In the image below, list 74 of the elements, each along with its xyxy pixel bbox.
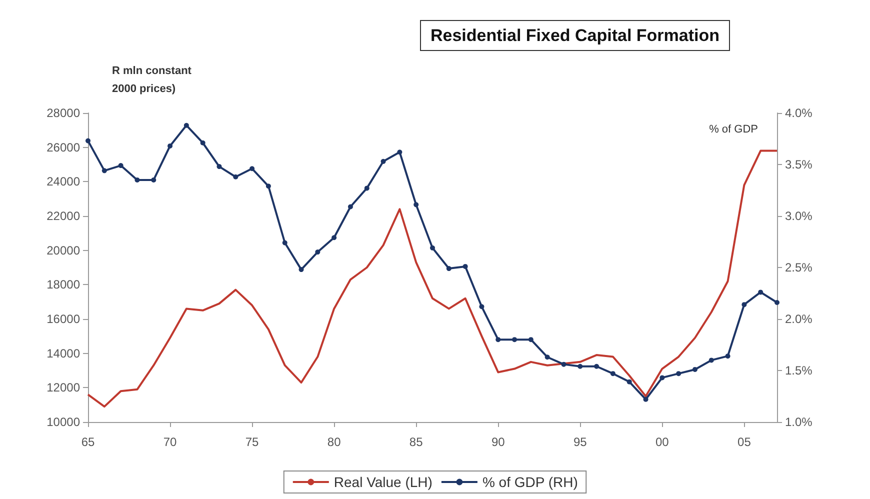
point [725,354,730,359]
y-tick-label: 26000 [46,140,80,154]
point [512,337,518,342]
point [168,143,173,148]
point [332,235,337,240]
x-tick-label: 70 [163,435,178,449]
y2-tick-label: 2.5% [785,260,813,274]
point [708,358,714,363]
point [266,184,271,189]
point [578,364,583,369]
x-tick-label: 05 [738,435,752,449]
x-tick-label: 65 [81,435,95,449]
point [462,264,468,269]
point [626,379,632,384]
point [643,396,648,402]
y-tick-label: 24000 [46,174,80,189]
point [692,366,698,372]
y2-axis-title: % of GDP [709,124,758,136]
point [414,202,419,208]
point [676,371,682,376]
point [479,304,484,310]
point [151,177,156,182]
point [594,364,600,369]
y-tick-label: 10000 [46,415,80,429]
point [380,158,386,164]
legend-label: Real Value (LH) [334,474,432,490]
point [200,140,206,146]
y2-tick-label: 1.0% [785,415,813,429]
x-tick-label: 75 [245,435,260,449]
point [86,138,90,144]
point [758,290,764,295]
chart-title: Residential Fixed Capital Formation [430,26,720,45]
y-tick-label: 20000 [46,243,80,258]
point [315,250,320,255]
y-tick-label: 18000 [46,278,80,292]
y-tick-label: 12000 [46,380,80,395]
point [774,300,780,306]
point [446,266,452,272]
y2-tick-label: 3.0% [785,209,813,223]
y2-tick-label: 4.0% [785,106,813,120]
point [233,174,238,180]
point [184,122,189,128]
point [102,168,107,174]
y-tick-label: 16000 [46,312,80,326]
y2-tick-label: 3.5% [785,158,813,172]
point [216,164,222,170]
y-tick-label: 28000 [46,106,80,120]
point [282,240,288,246]
x-tick-label: 00 [655,435,670,449]
point [364,186,370,191]
point [544,354,550,360]
point [610,371,616,376]
y-tick-label: 22000 [46,209,80,223]
point [134,177,140,182]
point [348,204,353,210]
x-tick-label: 95 [573,435,588,449]
x-tick-label: 90 [491,435,506,449]
point [496,337,501,342]
point [118,163,124,168]
point [742,302,747,308]
point [660,375,665,380]
point [250,166,255,172]
legend-label: % of GDP (RH) [482,474,578,490]
point [561,362,566,367]
y-tick-label: 14000 [46,346,80,360]
point [298,267,304,272]
point [397,150,402,155]
y-axis-title: R mln constant 2000 prices) [112,65,192,95]
point [528,337,534,342]
y2-tick-label: 1.5% [785,364,813,378]
point [430,245,435,250]
y2-tick-label: 2.0% [785,312,813,326]
x-tick-label: 85 [409,435,424,449]
x-tick-label: 80 [327,435,342,449]
